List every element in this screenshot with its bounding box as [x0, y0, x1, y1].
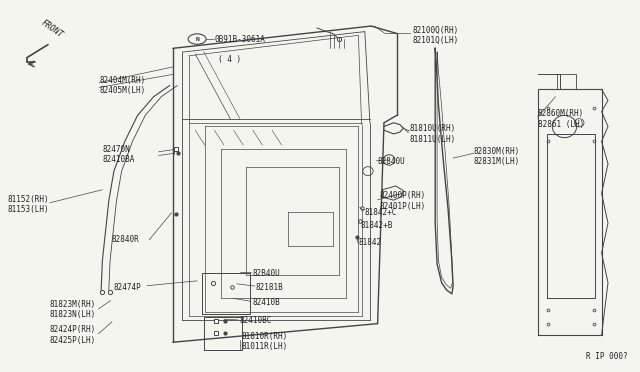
Text: 81823M(RH)
81823N(LH): 81823M(RH) 81823N(LH): [50, 300, 96, 319]
Text: 82840U: 82840U: [378, 157, 405, 166]
Text: 81810R(RH)
81011R(LH): 81810R(RH) 81011R(LH): [242, 332, 288, 351]
Text: 82400P(RH)
82401P(LH): 82400P(RH) 82401P(LH): [380, 191, 426, 211]
Text: 82840R: 82840R: [112, 235, 140, 244]
Text: 81810U(RH)
81811U(LH): 81810U(RH) 81811U(LH): [410, 124, 456, 144]
Text: N: N: [195, 36, 199, 42]
Text: ( 4 ): ( 4 ): [218, 55, 241, 64]
Text: 0B91B-3061A: 0B91B-3061A: [214, 35, 265, 44]
Text: 81842+C: 81842+C: [365, 208, 397, 217]
Text: 82B40U: 82B40U: [253, 269, 280, 278]
Text: 82424P(RH)
82425P(LH): 82424P(RH) 82425P(LH): [50, 325, 96, 344]
Text: 82410BC: 82410BC: [240, 316, 273, 325]
Text: 82404M(RH)
82405M(LH): 82404M(RH) 82405M(LH): [99, 76, 145, 95]
Text: 82100Q(RH)
82101Q(LH): 82100Q(RH) 82101Q(LH): [413, 26, 459, 45]
Text: FRONT: FRONT: [40, 19, 65, 40]
Text: 82410B: 82410B: [253, 298, 280, 307]
Text: 82830M(RH)
82831M(LH): 82830M(RH) 82831M(LH): [474, 147, 520, 166]
Text: 82470N
82410BA: 82470N 82410BA: [102, 145, 135, 164]
Text: 82181B: 82181B: [256, 283, 284, 292]
Text: 81842+B: 81842+B: [360, 221, 393, 230]
Text: R IP 000?: R IP 000?: [586, 352, 627, 361]
Text: 81152(RH)
81153(LH): 81152(RH) 81153(LH): [8, 195, 49, 214]
Text: 81842: 81842: [358, 238, 381, 247]
Text: 82474P: 82474P: [114, 283, 141, 292]
Text: 82860M(RH)
82861 (LH): 82860M(RH) 82861 (LH): [538, 109, 584, 129]
